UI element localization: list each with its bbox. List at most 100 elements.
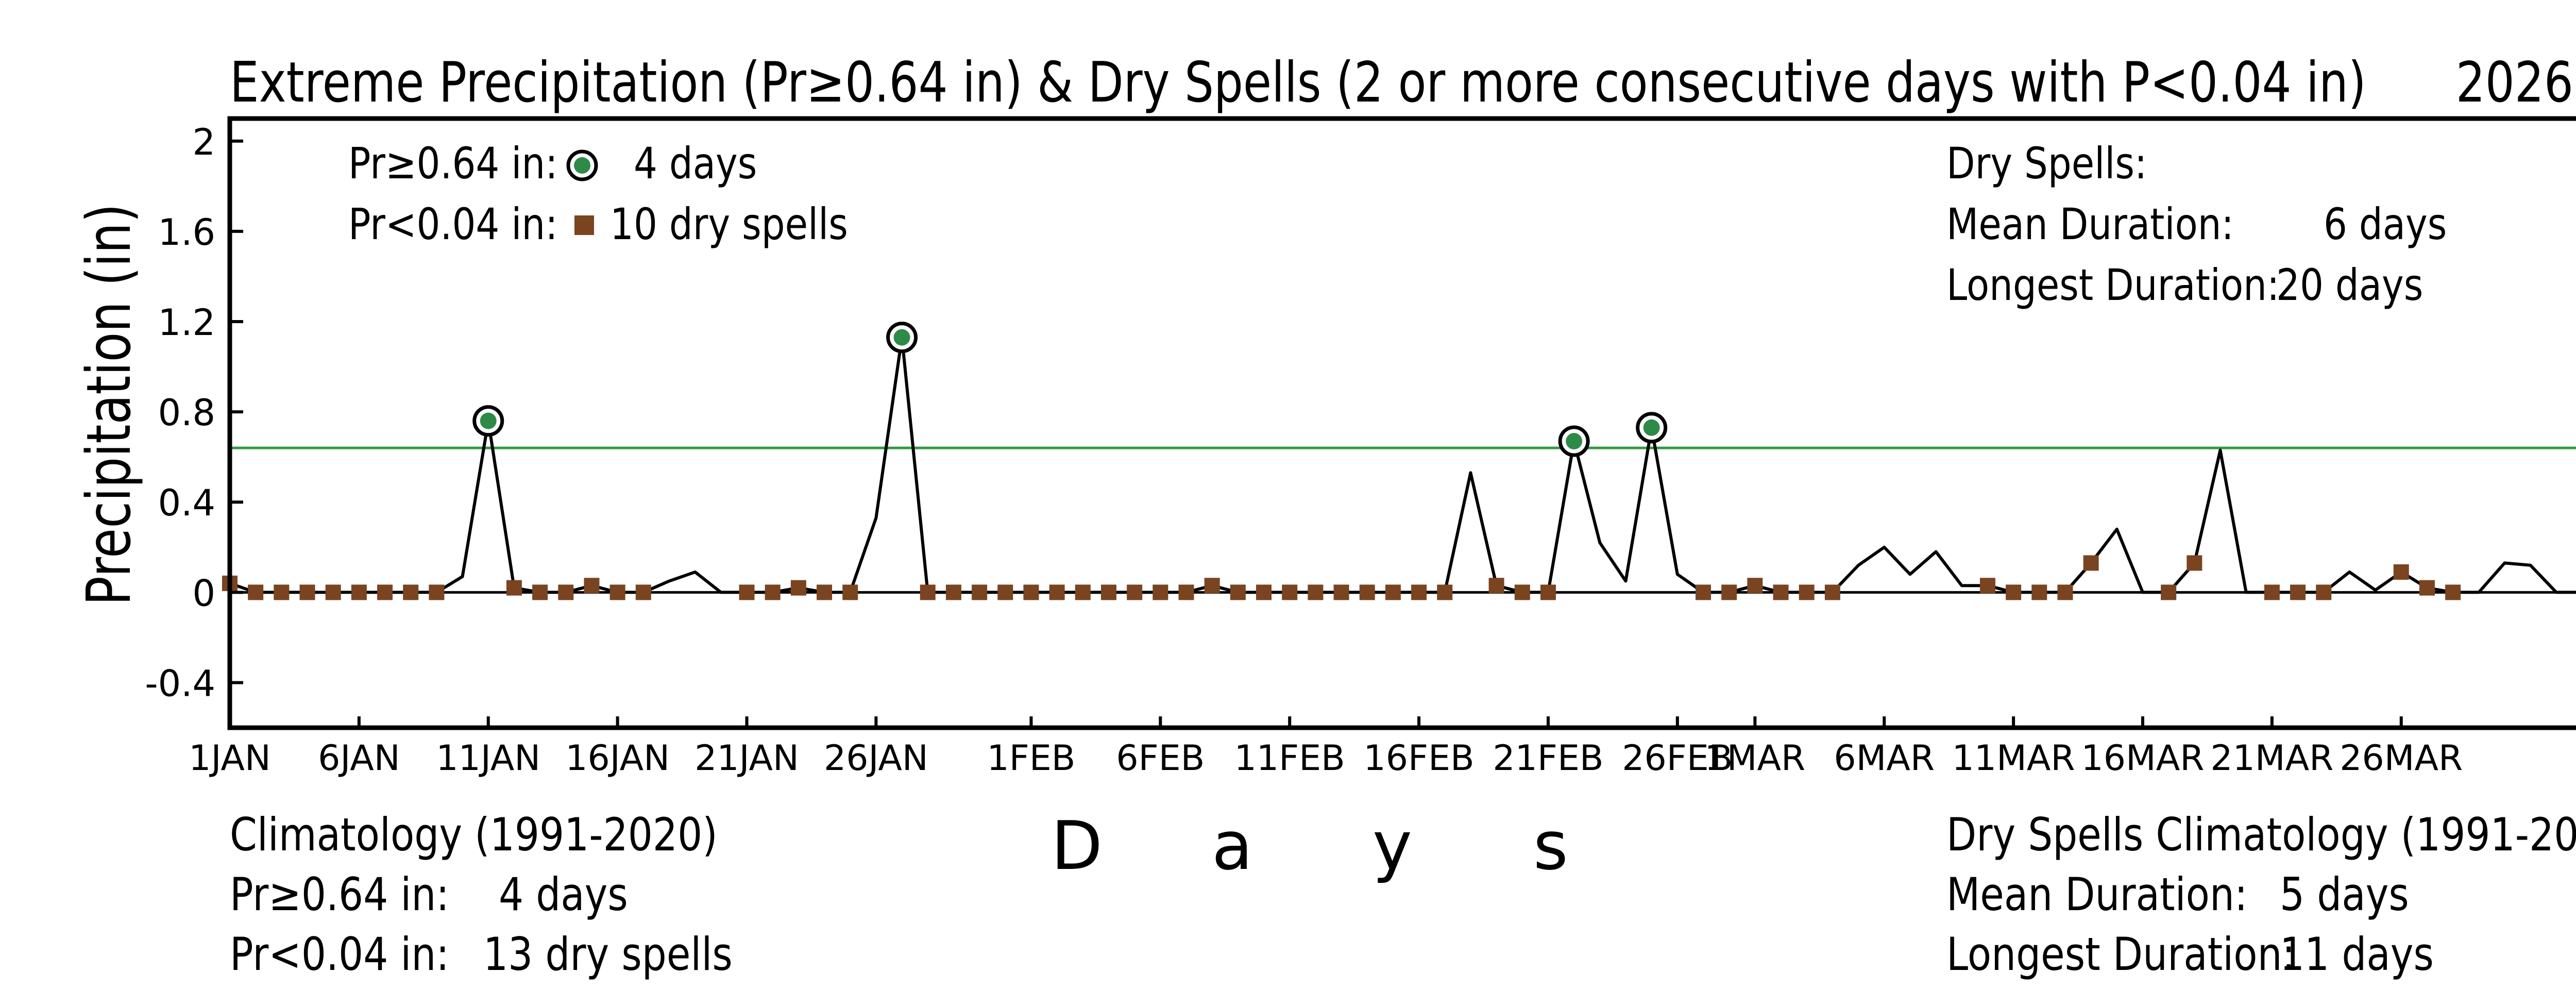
dry-day-marker (1049, 584, 1065, 600)
x-tick-label: 26MAR (2340, 738, 2463, 779)
extreme-marker-dot (1566, 433, 1583, 450)
climatology-extreme-value: 4 days (499, 868, 628, 921)
dry-day-marker (790, 580, 806, 596)
dry-day-marker (739, 584, 755, 600)
dry-day-marker (1747, 578, 1763, 594)
dry-day-marker (2006, 584, 2022, 600)
dry-spells-mean-label: Mean Duration: (1946, 199, 2234, 249)
dry-day-marker (1075, 584, 1091, 600)
x-tick-label: 16JAN (565, 738, 670, 779)
y-tick-label: 1.6 (158, 211, 215, 254)
dry-day-marker (1359, 584, 1375, 600)
legend-dry-marker (574, 215, 594, 235)
x-axis-label-letter: a (1212, 807, 1253, 885)
dry-day-marker (299, 584, 315, 600)
dry-day-marker (1721, 584, 1737, 600)
dry-day-marker (248, 584, 264, 600)
dry-day-marker (1979, 578, 1995, 594)
dry-day-marker (2264, 584, 2280, 600)
dry-day-marker (1153, 584, 1168, 600)
dry-climatology-mean-value: 5 days (2280, 868, 2409, 921)
dry-day-marker (558, 584, 574, 600)
dry-day-marker (2290, 584, 2306, 600)
x-tick-label: 21FEB (1493, 738, 1603, 779)
climatology-extreme-label: Pr≥0.64 in: (230, 868, 449, 921)
x-tick-label: 6JAN (318, 738, 400, 779)
y-axis-label: Precipitation (in) (74, 204, 145, 606)
dry-day-marker (2161, 584, 2177, 600)
x-tick-label: 16FEB (1363, 738, 1474, 779)
dry-day-marker (532, 584, 548, 600)
x-tick-label: 1MAR (1705, 738, 1806, 779)
dry-day-marker (1385, 584, 1401, 600)
x-axis-label-letter: y (1372, 807, 1412, 885)
dry-day-marker (1100, 584, 1116, 600)
dry-climatology-heading: Dry Spells Climatology (1991-2020) (1946, 808, 2576, 861)
dry-day-marker (506, 580, 522, 596)
dry-day-marker (377, 584, 393, 600)
climatology-dry-value: 13 dry spells (483, 928, 733, 981)
dry-day-marker (2445, 584, 2461, 600)
x-tick-label: 26FEB (1622, 738, 1733, 779)
extreme-marker-dot (480, 412, 497, 429)
legend-extreme-marker (566, 149, 598, 181)
dry-day-marker (1230, 584, 1246, 600)
dry-day-marker (609, 584, 625, 600)
dry-climatology-longest-label: Longest Duration: (1946, 928, 2296, 981)
dry-day-marker (1799, 584, 1815, 600)
precipitation-line (229, 336, 2576, 594)
dry-day-marker (1514, 584, 1530, 600)
dry-day-marker (1023, 584, 1039, 600)
dry-day-marker (274, 584, 290, 600)
dry-day-marker (765, 584, 781, 600)
legend-dry-label: Pr<0.04 in: (348, 199, 558, 249)
dry-spells-heading: Dry Spells: (1946, 138, 2147, 189)
dry-climatology-mean-label: Mean Duration: (1946, 868, 2248, 921)
y-tick-label: 0.8 (158, 392, 215, 434)
dry-day-marker (1204, 578, 1220, 594)
chart-title: Extreme Precipitation (Pr≥0.64 in) & Dry… (230, 51, 2366, 115)
x-tick-label: 11JAN (436, 738, 540, 779)
y-tick-label: -0.4 (145, 662, 215, 705)
y-tick-label: 0 (192, 572, 215, 614)
dry-spells-longest-value: 20 days (2276, 260, 2424, 310)
dry-day-marker (1824, 584, 1840, 600)
extreme-marker-dot (1643, 419, 1660, 436)
dry-spells-longest-label: Longest Duration: (1946, 260, 2280, 310)
dry-day-marker (972, 584, 988, 600)
dry-day-marker (1696, 584, 1711, 600)
legend-extreme-value: 4 days (634, 138, 757, 189)
x-tick-label: 21JAN (694, 738, 799, 779)
dry-day-marker (584, 578, 600, 594)
dry-day-marker (325, 584, 341, 600)
dry-day-marker (2057, 584, 2073, 600)
x-tick-label: 11FEB (1234, 738, 1345, 779)
x-tick-label: 11MAR (1952, 738, 2075, 779)
dry-day-marker (1282, 584, 1298, 600)
dry-day-marker (842, 584, 858, 600)
extreme-marker-dot (893, 329, 910, 346)
dry-day-marker (1256, 584, 1272, 600)
x-tick-label: 6MAR (1834, 738, 1935, 779)
dry-day-marker (945, 584, 961, 600)
dry-day-marker (2316, 584, 2332, 600)
extreme-day-marker (886, 322, 918, 354)
dry-day-marker (403, 584, 419, 600)
climatology-heading: Climatology (1991-2020) (230, 808, 718, 861)
legend-dry-value: 10 dry spells (610, 199, 848, 249)
dry-day-marker (2083, 555, 2099, 571)
chart-year: 2026 (2455, 51, 2573, 115)
x-tick-label: 1FEB (987, 738, 1075, 779)
plot-frame (227, 116, 2576, 730)
x-tick-label: 26JAN (824, 738, 928, 779)
extreme-day-marker (1636, 412, 1668, 444)
dry-day-marker (429, 584, 445, 600)
dry-day-marker (1127, 584, 1143, 600)
dry-day-marker (1308, 584, 1324, 600)
dry-spells-mean-value: 6 days (2324, 199, 2447, 249)
dry-day-marker (1540, 584, 1556, 600)
dry-day-marker (1488, 578, 1504, 594)
y-tick-label: 2 (192, 121, 215, 163)
legend-extreme-label: Pr≥0.64 in: (348, 138, 558, 189)
